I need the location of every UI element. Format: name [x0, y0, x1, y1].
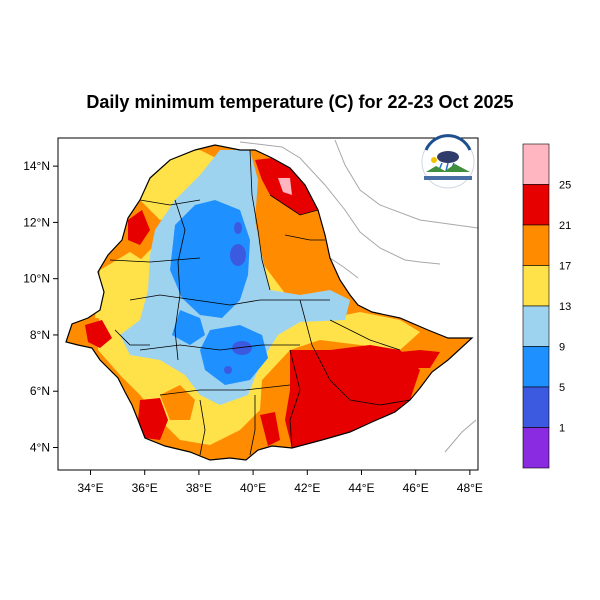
- colorbar-bin: [522, 386, 550, 428]
- colorbar-bin: [522, 224, 550, 266]
- y-tick-label: 6°N: [30, 384, 50, 398]
- x-tick-label: 34°E: [77, 481, 103, 495]
- ethiopian-meteorology-institute-logo: [421, 134, 475, 189]
- x-axis: 34°E 36°E 38°E 40°E 42°E 44°E 46°E 48°E: [77, 470, 483, 495]
- x-tick-label: 48°E: [457, 481, 483, 495]
- colorbar-label: 17: [559, 261, 571, 273]
- colorbar-label: 13: [559, 301, 571, 313]
- y-tick-label: 8°N: [30, 328, 50, 342]
- y-tick-label: 12°N: [23, 215, 50, 229]
- x-tick-label: 40°E: [240, 481, 266, 495]
- colorbar-label: 1: [559, 423, 565, 435]
- colorbar-bin: [522, 265, 550, 307]
- admin-boundaries: [109, 149, 411, 456]
- colorbar-label: 21: [559, 220, 571, 232]
- colorbar-bin: [522, 346, 550, 388]
- map-frame: [57, 137, 479, 471]
- ethiopia-border: [65, 144, 474, 461]
- colorbar: 25 21 17 13 9 5 1: [522, 143, 571, 469]
- neighbour-borders: [239, 139, 479, 453]
- y-tick-label: 10°N: [23, 272, 50, 286]
- x-tick-label: 36°E: [132, 481, 158, 495]
- temperature-fields: [66, 145, 472, 460]
- colorbar-label: 9: [559, 342, 565, 354]
- colorbar-bin: [522, 184, 550, 226]
- x-tick-label: 38°E: [186, 481, 212, 495]
- colorbar-label: 25: [559, 180, 571, 192]
- y-axis: 14°N 12°N 10°N 8°N 6°N 4°N: [23, 159, 58, 454]
- colorbar-bin: [522, 143, 550, 185]
- colorbar-label: 5: [559, 382, 565, 394]
- colorbar-bin: [522, 427, 550, 469]
- y-tick-label: 14°N: [23, 159, 50, 173]
- colorbar-bin: [522, 305, 550, 347]
- map-title: Daily minimum temperature (C) for 22-23 …: [86, 92, 514, 112]
- y-tick-label: 4°N: [30, 440, 50, 454]
- x-tick-label: 44°E: [348, 481, 374, 495]
- x-tick-label: 42°E: [294, 481, 320, 495]
- x-tick-label: 46°E: [403, 481, 429, 495]
